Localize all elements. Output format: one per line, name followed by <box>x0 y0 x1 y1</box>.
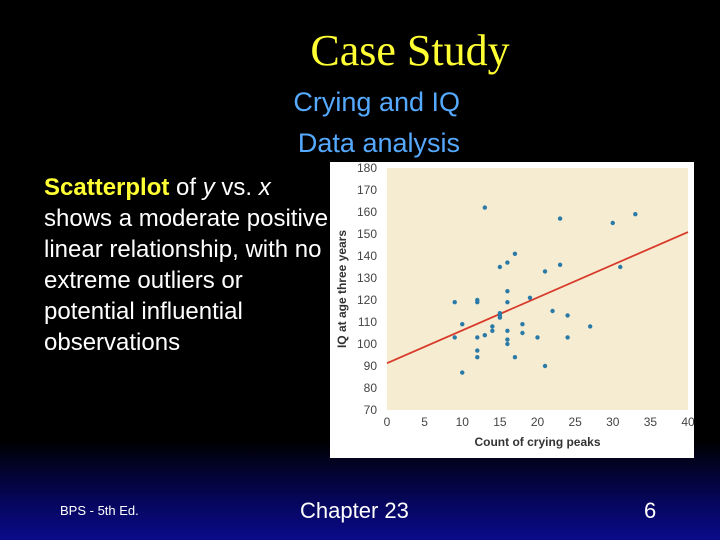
data-point <box>633 212 638 217</box>
body-highlight: Scatterplot <box>44 174 170 201</box>
y-tick-label: 140 <box>357 249 377 263</box>
data-point <box>557 262 563 267</box>
plot-area <box>387 168 688 410</box>
data-point <box>490 328 495 333</box>
body-text-vs: vs. <box>214 174 259 201</box>
data-point <box>565 313 570 318</box>
y-tick-label: 110 <box>358 315 377 329</box>
y-tick-label: 80 <box>364 381 378 395</box>
data-point <box>497 315 503 320</box>
x-tick-label: 5 <box>421 415 428 429</box>
slide-subtitle-line1: Crying and IQ <box>293 87 460 117</box>
data-point <box>512 355 518 360</box>
y-tick-label: 170 <box>357 183 377 197</box>
scatter-chart: 70 80 90 100 110 120 130 140 150 160 170 180 0 5 10 15 2… <box>330 161 695 458</box>
y-tick-label: 180 <box>357 162 377 175</box>
data-point <box>460 322 465 327</box>
data-point <box>527 295 533 300</box>
body-var-x: x <box>258 174 271 201</box>
data-point <box>482 333 488 338</box>
data-point <box>452 300 457 305</box>
data-point <box>505 337 510 342</box>
data-point <box>505 341 510 347</box>
data-point <box>475 355 480 360</box>
data-point <box>475 297 480 303</box>
data-point <box>542 269 548 274</box>
data-point <box>482 205 488 210</box>
regression-line <box>386 231 689 364</box>
x-tick-label: 30 <box>606 415 620 429</box>
y-tick-label: 150 <box>357 227 377 241</box>
data-point <box>452 335 457 340</box>
data-point <box>550 308 555 314</box>
x-tick-label: 40 <box>681 415 694 429</box>
data-point <box>497 264 503 270</box>
data-point <box>497 311 503 316</box>
data-point <box>475 348 480 353</box>
y-tick-label: 120 <box>357 293 377 307</box>
x-axis-label: Count of crying peaks <box>474 435 600 449</box>
data-point <box>542 363 548 369</box>
footer-edition: BPS - 5th Ed. <box>60 503 139 518</box>
data-point <box>557 216 563 221</box>
slide-body-text: Scatterplot of y vs. x shows a moderate … <box>44 172 334 358</box>
data-point <box>505 300 510 305</box>
slide-subtitle-line2: Data analysis <box>297 128 460 158</box>
x-tick-label: 25 <box>568 415 582 429</box>
y-tick-label: 160 <box>357 205 377 219</box>
data-point <box>505 260 510 265</box>
data-point <box>505 328 510 333</box>
body-var-y: y <box>202 174 215 201</box>
y-tick-label: 130 <box>357 271 377 285</box>
data-point <box>512 251 518 256</box>
y-tick-label: 100 <box>357 337 377 351</box>
y-tick-label: 70 <box>364 403 378 417</box>
data-point <box>490 324 495 329</box>
data-point <box>618 264 623 270</box>
data-point <box>520 322 525 327</box>
scatter-chart-svg: 70 80 90 100 110 120 130 140 150 160 170 180 0 5 10 15 2… <box>335 161 695 449</box>
x-tick-label: 0 <box>384 415 391 429</box>
y-tick-label: 90 <box>364 359 378 373</box>
body-text-of: of <box>169 174 203 201</box>
footer-page-number: 6 <box>644 498 657 523</box>
data-point <box>610 220 615 226</box>
footer-chapter: Chapter 23 <box>300 498 409 523</box>
y-axis-label: IQ at age three years <box>335 230 349 348</box>
data-point <box>505 289 510 294</box>
x-tick-label: 20 <box>531 415 545 429</box>
x-tick-label: 10 <box>456 415 470 429</box>
data-point <box>460 370 465 375</box>
slide-title: Case Study <box>310 26 510 75</box>
data-point <box>535 335 540 340</box>
x-tick-label: 15 <box>493 415 507 429</box>
body-text-rest: shows a moderate positive linear relatio… <box>44 205 329 356</box>
data-point <box>587 324 593 329</box>
x-tick-label: 35 <box>644 415 658 429</box>
data-point <box>565 335 570 340</box>
data-point <box>520 330 525 336</box>
data-point <box>475 335 480 340</box>
